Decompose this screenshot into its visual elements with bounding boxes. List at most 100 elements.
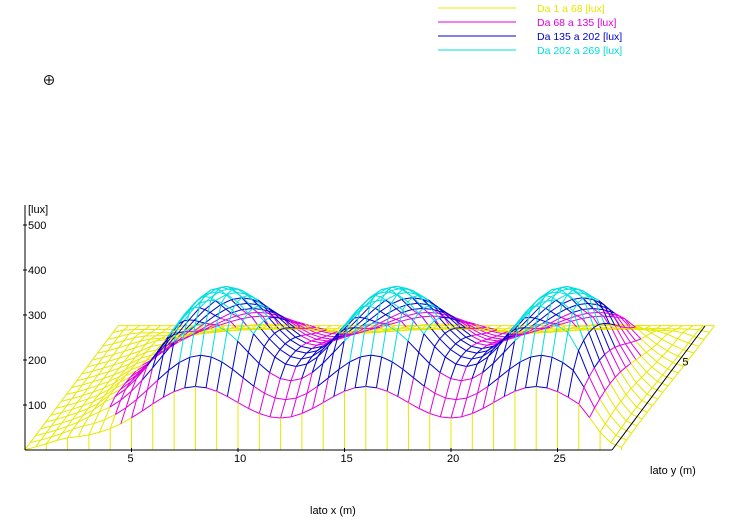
surface-segment <box>614 376 627 395</box>
surface-segment <box>646 387 653 395</box>
surface-segment <box>67 429 74 439</box>
surface-segment <box>332 332 339 340</box>
surface-segment <box>448 327 454 330</box>
surface-segment <box>88 402 100 409</box>
surface-segment <box>311 356 318 373</box>
surface-segment <box>219 325 225 330</box>
surface-segment <box>466 378 473 399</box>
surface-segment <box>146 367 153 390</box>
surface-segment <box>72 422 79 430</box>
surface-segment <box>98 389 110 396</box>
surface-segment <box>167 342 174 346</box>
surface-segment <box>481 332 487 335</box>
surface-segment <box>78 434 89 438</box>
surface-segment <box>34 428 41 437</box>
surface-segment <box>603 304 616 326</box>
surface-segment <box>210 288 216 291</box>
surface-segment <box>97 371 109 376</box>
surface-segment <box>423 325 430 335</box>
surface-segment <box>477 385 489 394</box>
surface-segment <box>429 393 436 414</box>
surface-segment <box>278 315 285 319</box>
surface-segment <box>97 367 104 376</box>
surface-segment <box>301 408 313 414</box>
surface-segment <box>289 321 301 329</box>
surface-segment <box>135 369 142 376</box>
surface-segment <box>386 302 393 326</box>
surface-segment <box>128 337 135 345</box>
surface-segment <box>176 331 183 336</box>
surface-segment <box>114 376 121 384</box>
surface-segment <box>109 423 122 430</box>
surface-segment <box>385 308 397 316</box>
surface-segment <box>311 345 323 350</box>
surface-segment <box>77 405 84 413</box>
surface-segment <box>61 428 73 434</box>
surface-segment <box>267 323 274 329</box>
surface-segment <box>40 421 47 430</box>
surface-segment <box>593 299 599 306</box>
surface-segment <box>119 376 131 383</box>
surface-segment <box>87 381 94 390</box>
surface-segment <box>359 316 365 319</box>
surface-segment <box>412 296 424 309</box>
surface-segment <box>114 400 122 415</box>
surface-segment <box>556 293 568 301</box>
surface-segment <box>290 366 297 381</box>
surface-segment <box>310 328 316 332</box>
surface-segment <box>667 368 679 374</box>
surface-segment <box>556 325 569 333</box>
surface-segment <box>274 316 280 319</box>
surface-segment <box>407 288 413 291</box>
surface-segment <box>290 356 302 360</box>
surface-segment <box>327 338 334 347</box>
surface-segment <box>184 386 196 389</box>
surface-segment <box>50 419 57 427</box>
surface-segment <box>98 395 105 404</box>
surface-segment <box>567 310 574 333</box>
surface-segment <box>103 382 115 389</box>
surface-segment <box>263 305 269 309</box>
surface-segment <box>305 327 317 334</box>
surface-segment <box>188 307 201 321</box>
surface-segment <box>242 312 249 322</box>
surface-segment <box>613 316 620 325</box>
surface-segment <box>317 377 329 387</box>
surface-segment <box>592 328 598 331</box>
surface-segment <box>134 332 141 339</box>
surface-segment <box>123 344 130 352</box>
surface-segment <box>139 335 146 342</box>
surface-segment <box>61 415 68 424</box>
surface-segment <box>438 312 444 318</box>
surface-segment <box>588 295 594 299</box>
surface-segment <box>620 420 627 429</box>
surface-segment <box>466 363 478 367</box>
surface-segment <box>439 332 446 340</box>
surface-segment <box>155 337 162 342</box>
surface-segment <box>391 331 398 362</box>
surface-segment <box>199 297 211 309</box>
surface-segment <box>226 293 238 303</box>
surface-segment <box>583 387 596 409</box>
surface-segment <box>429 362 441 373</box>
surface-segment <box>449 329 462 341</box>
surface-segment <box>216 390 228 397</box>
surface-segment <box>594 398 601 409</box>
surface-segment <box>496 325 502 330</box>
surface-segment <box>236 292 243 299</box>
surface-segment <box>51 432 63 438</box>
surface-segment <box>273 310 280 316</box>
surface-segment <box>268 338 281 350</box>
surface-segment <box>577 292 584 299</box>
surface-segment <box>434 346 446 358</box>
surface-segment <box>406 302 418 306</box>
surface-segment <box>586 328 593 331</box>
surface-segment <box>582 297 595 328</box>
surface-segment <box>97 350 109 354</box>
surface-segment <box>482 386 489 409</box>
surface-segment <box>35 432 47 437</box>
surface-segment <box>475 323 487 328</box>
surface-segment <box>438 307 445 312</box>
surface-segment <box>119 381 132 391</box>
surface-segment <box>92 385 99 393</box>
